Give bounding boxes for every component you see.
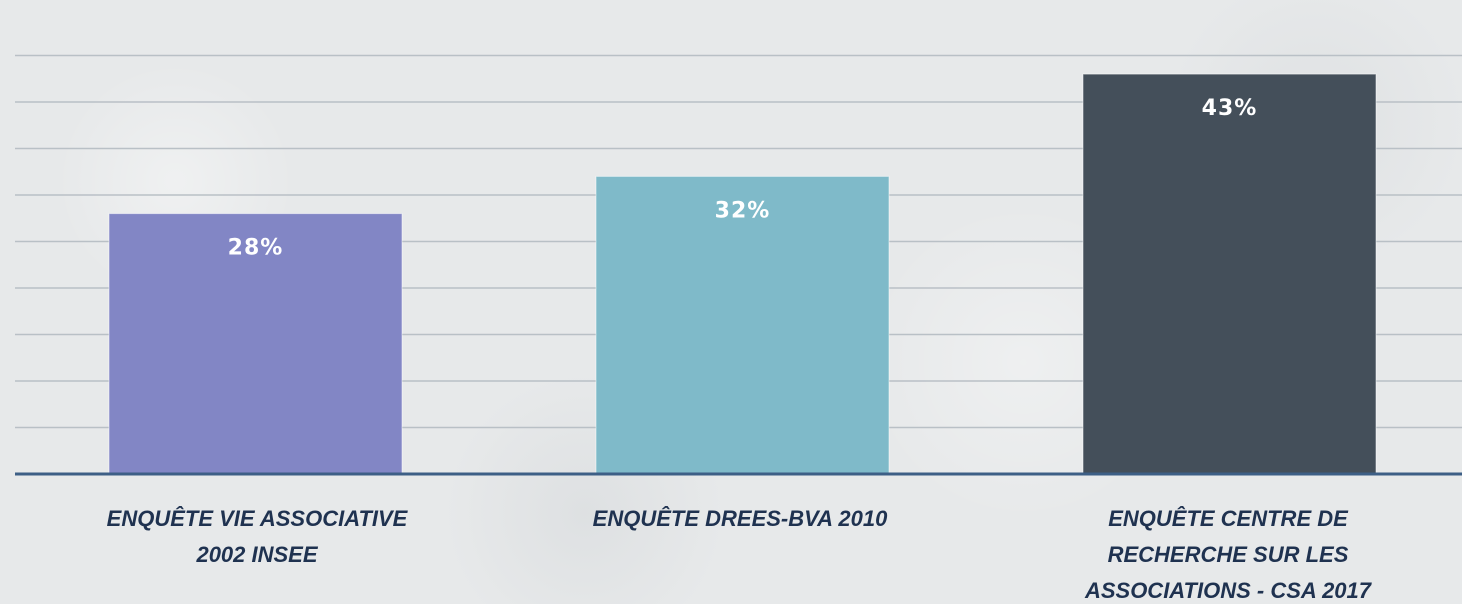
bars [108,73,1377,475]
category-label-line: ASSOCIATIONS - CSA 2017 [1084,578,1373,603]
category-label-line: ENQUÊTE VIE ASSOCIATIVE [107,506,409,531]
category-label-line: RECHERCHE SUR LES [1108,542,1349,567]
bar [595,175,890,475]
bar-value-label: 32% [715,198,771,223]
category-label: ENQUÊTE VIE ASSOCIATIVE 2002 INSEE [107,506,409,567]
bar [108,213,403,475]
data-labels: 28% 32% 43% [228,96,1258,261]
category-label: ENQUÊTE DREES-BVA 2010 [593,506,888,531]
category-label-line: 2002 INSEE [195,542,318,567]
bar-value-label: 43% [1202,96,1258,121]
category-label: ENQUÊTE CENTRE DE RECHERCHE SUR LES ASSOCI… [1084,506,1373,603]
category-label-line: ENQUÊTE CENTRE DE [1108,506,1349,531]
category-labels: ENQUÊTE VIE ASSOCIATIVE 2002 INSEEENQUÊTE… [107,506,1373,603]
bar [1082,73,1377,475]
category-label-line: ENQUÊTE DREES-BVA 2010 [593,506,888,531]
bar-value-label: 28% [228,236,284,261]
